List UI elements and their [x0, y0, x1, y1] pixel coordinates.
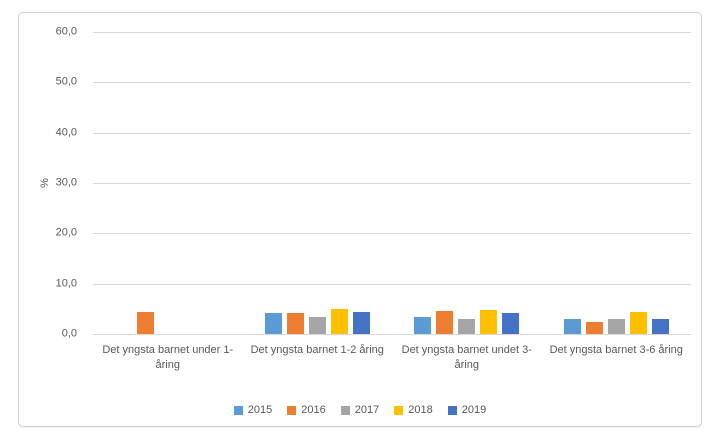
y-tick-label: 10,0 — [55, 277, 77, 290]
legend-item-2015: 2015 — [233, 404, 273, 416]
legend-swatch-icon — [233, 405, 243, 415]
gridline-40 — [93, 132, 691, 134]
gridline-30 — [93, 183, 691, 184]
x-category-label: Det yngsta barnet undet 3-åring — [401, 344, 532, 372]
y-tick-label: 50,0 — [55, 75, 77, 88]
chart-figure: % Det yngsta barnet under 1-åring Det yng… — [18, 12, 702, 427]
y-tick-label: 0,0 — [61, 327, 77, 340]
legend: 2015 2016 2017 2018 2019 — [19, 404, 701, 416]
legend-item-2018: 2018 — [394, 404, 433, 416]
gridline-60 — [93, 32, 691, 33]
bar-2019-category-1 — [352, 312, 370, 334]
gridline-10 — [93, 283, 691, 285]
x-category-label: Det yngsta barnet 1-2 åring — [250, 344, 384, 356]
bar-2017-category-2 — [458, 319, 476, 334]
bar-2017-category-1 — [308, 317, 326, 334]
bar-2016-category-1 — [286, 313, 304, 334]
bar-2017-category-3 — [607, 319, 625, 334]
bar-2016-category-0 — [137, 312, 155, 334]
x-category-label: Det yngsta barnet 3-6 åring — [549, 344, 683, 356]
bar-2018-category-3 — [629, 312, 647, 334]
bar-2019-category-2 — [502, 313, 520, 334]
bar-2015-category-1 — [264, 313, 282, 334]
legend-item-2017: 2017 — [340, 404, 380, 416]
bar-2018-category-2 — [480, 310, 498, 334]
x-category-label: Det yngsta barnet under 1-åring — [102, 344, 234, 372]
gridline-50 — [93, 82, 691, 84]
bar-2019-category-3 — [651, 319, 669, 334]
bar-2015-category-3 — [563, 319, 581, 334]
bar-2016-category-2 — [436, 311, 454, 334]
gridline-20 — [93, 233, 691, 235]
legend-label: 2016 — [301, 404, 326, 416]
gridline-0 — [93, 334, 691, 335]
y-tick-label: 30,0 — [55, 176, 77, 189]
legend-swatch-icon — [340, 405, 350, 415]
y-tick-label: 60,0 — [55, 25, 77, 38]
x-axis-labels: Det yngsta barnet under 1-åring Det yngst… — [93, 343, 691, 374]
legend-label: 2015 — [247, 404, 273, 416]
bar-2015-category-2 — [414, 317, 432, 334]
legend-label: 2018 — [408, 404, 433, 416]
legend-item-2019: 2019 — [447, 404, 487, 416]
legend-swatch-icon — [394, 405, 404, 415]
bar-2018-category-1 — [330, 309, 348, 334]
plot-area — [93, 32, 691, 335]
legend-swatch-icon — [447, 405, 457, 415]
legend-label: 2017 — [354, 404, 380, 416]
y-tick-label: 20,0 — [55, 226, 77, 239]
bar-2016-category-3 — [585, 322, 603, 334]
legend-item-2016: 2016 — [287, 404, 326, 416]
legend-swatch-icon — [287, 405, 297, 415]
y-tick-label: 40,0 — [55, 126, 77, 139]
legend-label: 2019 — [461, 404, 487, 416]
